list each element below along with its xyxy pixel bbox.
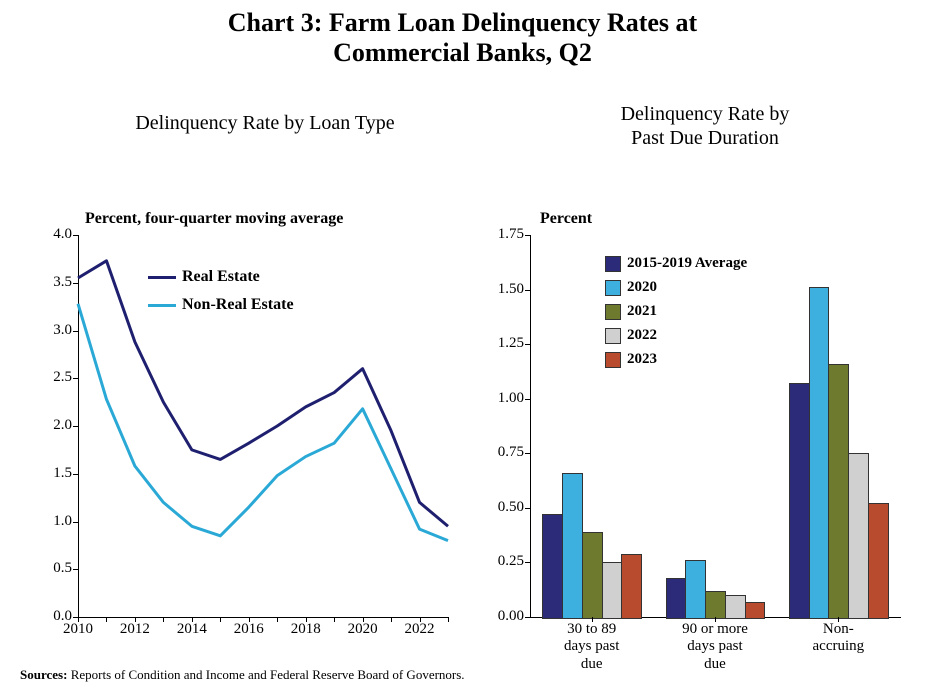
legend-label: Non-Real Estate [182,296,294,314]
legend-item-real-estate: Real Estate [148,268,260,286]
legend-item-2022: 2022 [605,327,657,344]
bar-90-or-more-days-past-due-avg [666,578,687,619]
left-x-tick-label: 2022 [395,621,445,638]
right-y-tick-label: 0.75 [482,444,524,461]
right-x-category-label: Non-accruing [777,621,900,656]
right-y-tick-label: 1.00 [482,390,524,407]
legend-label: 2020 [627,279,657,296]
legend-item-2021: 2021 [605,303,657,320]
bar-90-or-more-days-past-due-2020 [685,560,706,619]
left-x-tick-label: 2012 [110,621,160,638]
bar-30-to-89-days-past-due-avg [542,514,563,619]
bar-30-to-89-days-past-due-2020 [562,473,583,619]
bar-90-or-more-days-past-due-2021 [705,591,726,619]
bar-30-to-89-days-past-due-2021 [582,532,603,619]
right-y-tick-label: 0.25 [482,553,524,570]
figure-container: Chart 3: Farm Loan Delinquency Rates at … [0,0,925,693]
bar-90-or-more-days-past-due-2023 [745,602,766,619]
bar-30-to-89-days-past-due-2022 [602,562,623,619]
left-y-tick-label: 1.5 [36,465,72,482]
bar-90-or-more-days-past-due-2022 [725,595,746,619]
legend-label: 2021 [627,303,657,320]
bar-Non-accruing-2020 [809,287,830,619]
left-y-tick-label: 2.5 [36,369,72,386]
left-x-tick-label: 2018 [281,621,331,638]
left-y-tick-label: 2.0 [36,417,72,434]
bar-Non-accruing-2023 [868,503,889,619]
left-y-tick-label: 0.5 [36,560,72,577]
right-y-tick-label: 0.00 [482,608,524,625]
left-x-tick-label: 2014 [167,621,217,638]
right-y-tick-label: 0.50 [482,499,524,516]
left-y-tick-label: 3.5 [36,274,72,291]
right-y-tick-label: 1.50 [482,281,524,298]
legend-item-avg: 2015-2019 Average [605,255,747,272]
bar-Non-accruing-avg [789,383,810,619]
bar-30-to-89-days-past-due-2023 [621,554,642,619]
bar-Non-accruing-2021 [828,364,849,619]
legend-label: 2022 [627,327,657,344]
left-y-tick-label: 4.0 [36,226,72,243]
left-y-tick-label: 1.0 [36,513,72,530]
legend-label: 2015-2019 Average [627,255,747,272]
legend-item-2020: 2020 [605,279,657,296]
legend-label: 2023 [627,351,657,368]
legend-item-2023: 2023 [605,351,657,368]
source-text: Sources: Reports of Condition and Income… [20,667,465,683]
left-x-tick-label: 2016 [224,621,274,638]
bar-Non-accruing-2022 [848,453,869,619]
right-x-category-label: 90 or moredays pastdue [653,621,776,673]
left-y-tick-label: 3.0 [36,322,72,339]
right-x-category-label: 30 to 89days pastdue [530,621,653,673]
legend-label: Real Estate [182,268,260,286]
right-y-tick-label: 1.75 [482,226,524,243]
left-x-tick-label: 2020 [338,621,388,638]
left-x-tick-label: 2010 [53,621,103,638]
legend-item-non-real-estate: Non-Real Estate [148,296,294,314]
right-y-tick-label: 1.25 [482,335,524,352]
